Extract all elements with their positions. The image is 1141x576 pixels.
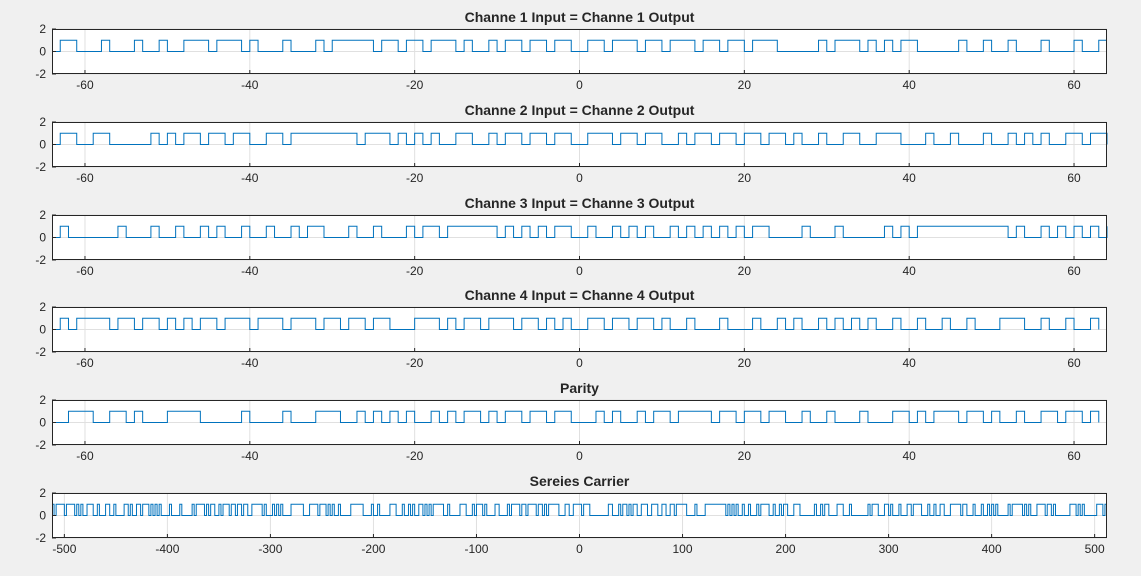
subplot-title: Channe 1 Input = Channe 1 Output — [465, 9, 695, 25]
x-tick-label: 0 — [576, 78, 583, 92]
x-tick-label: 0 — [576, 356, 583, 370]
x-tick-label: 60 — [1067, 78, 1081, 92]
x-tick-label: -40 — [241, 78, 259, 92]
x-tick-label: -20 — [406, 171, 424, 185]
x-tick-label: 60 — [1067, 449, 1081, 463]
x-tick-label: -60 — [76, 449, 94, 463]
y-tick-label: 2 — [39, 393, 46, 407]
x-tick-label: -400 — [155, 542, 179, 556]
signal-line — [52, 225, 1108, 238]
x-tick-label: -300 — [258, 542, 282, 556]
signal-line — [52, 410, 1100, 423]
y-tick-label: 2 — [39, 486, 46, 500]
subplot-title: Channe 3 Input = Channe 3 Output — [465, 195, 695, 211]
x-tick-label: 0 — [576, 449, 583, 463]
signal-line — [52, 132, 1108, 145]
x-tick-label: -40 — [241, 264, 259, 278]
x-tick-label: 40 — [903, 264, 917, 278]
x-tick-label: 40 — [903, 78, 917, 92]
x-tick-label: 20 — [738, 264, 752, 278]
x-tick-label: 20 — [738, 449, 752, 463]
x-tick-label: 0 — [576, 264, 583, 278]
x-tick-label: -20 — [406, 78, 424, 92]
x-tick-label: -20 — [406, 356, 424, 370]
subplot-title: Parity — [560, 380, 599, 396]
x-tick-label: -500 — [52, 542, 76, 556]
x-tick-label: 60 — [1067, 171, 1081, 185]
signal-line — [52, 39, 1107, 52]
y-tick-label: -2 — [35, 531, 46, 545]
y-tick-label: 2 — [39, 208, 46, 222]
y-tick-label: 0 — [39, 323, 46, 337]
y-tick-label: 0 — [39, 231, 46, 245]
y-tick-label: 0 — [39, 509, 46, 523]
x-tick-label: 300 — [879, 542, 899, 556]
x-tick-label: -40 — [241, 449, 259, 463]
subplot-title: Channe 2 Input = Channe 2 Output — [465, 102, 695, 118]
x-tick-label: 0 — [576, 542, 583, 556]
x-tick-label: 60 — [1067, 356, 1081, 370]
x-tick-label: 20 — [738, 78, 752, 92]
y-tick-label: 2 — [39, 115, 46, 129]
x-tick-label: -100 — [464, 542, 488, 556]
subplot-6: -500 -400 -300 -200 -100 0 100 200 300 400 500 -2 0 2… — [35, 473, 1107, 556]
subplot-title: Sereies Carrier — [530, 473, 630, 489]
x-tick-label: 200 — [776, 542, 796, 556]
x-tick-label: -60 — [76, 356, 94, 370]
x-tick-label: -60 — [76, 264, 94, 278]
x-tick-label: 40 — [903, 449, 917, 463]
x-tick-label: 500 — [1085, 542, 1105, 556]
x-tick-label: -20 — [406, 264, 424, 278]
x-tick-label: -60 — [76, 171, 94, 185]
x-tick-label: 0 — [576, 171, 583, 185]
x-tick-label: 40 — [903, 171, 917, 185]
y-tick-label: -2 — [35, 253, 46, 267]
y-tick-label: -2 — [35, 67, 46, 81]
x-tick-label: -200 — [361, 542, 385, 556]
y-tick-label: -2 — [35, 160, 46, 174]
x-tick-label: 100 — [673, 542, 693, 556]
signal-line — [52, 503, 1107, 516]
x-tick-label: -40 — [241, 171, 259, 185]
x-tick-label: -20 — [406, 449, 424, 463]
x-tick-label: -60 — [76, 78, 94, 92]
y-tick-label: -2 — [35, 438, 46, 452]
y-tick-label: -2 — [35, 345, 46, 359]
y-tick-label: 2 — [39, 22, 46, 36]
signal-line — [52, 317, 1100, 330]
x-tick-label: 400 — [982, 542, 1002, 556]
x-tick-label: -40 — [241, 356, 259, 370]
subplot-title: Channe 4 Input = Channe 4 Output — [465, 287, 695, 303]
x-tick-label: 40 — [903, 356, 917, 370]
y-tick-label: 0 — [39, 138, 46, 152]
y-tick-label: 0 — [39, 416, 46, 430]
x-tick-label: 20 — [738, 171, 752, 185]
x-tick-label: 20 — [738, 356, 752, 370]
y-tick-label: 0 — [39, 45, 46, 59]
x-tick-label: 60 — [1067, 264, 1081, 278]
y-tick-label: 2 — [39, 300, 46, 314]
